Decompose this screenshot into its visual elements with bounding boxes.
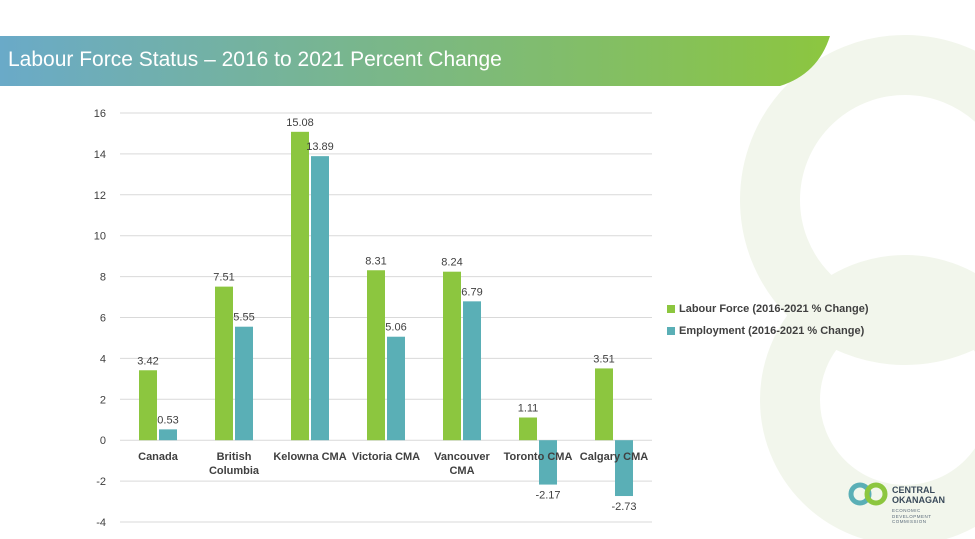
bar-labour-force	[139, 370, 157, 441]
data-label-employment: 5.06	[385, 322, 406, 334]
legend-label-employment: Employment (2016-2021 % Change)	[679, 325, 865, 337]
bar-employment	[463, 301, 481, 441]
bar-labour-force	[215, 286, 233, 441]
y-tick-label: 2	[100, 394, 106, 406]
y-tick-label: 6	[100, 313, 106, 325]
logo-line-2: OKANAGAN	[892, 495, 945, 505]
decor-ring-bottom	[760, 255, 975, 539]
legend-swatch-labour-force	[667, 305, 675, 313]
decor-ring-top	[740, 35, 975, 365]
bar-employment	[235, 326, 253, 441]
data-label-labour-force: 8.31	[365, 255, 386, 267]
y-tick-label: 10	[94, 231, 106, 243]
y-tick-label: 14	[94, 149, 106, 161]
data-label-employment: 5.55	[233, 312, 254, 324]
data-label-employment: 13.89	[306, 141, 334, 153]
logo-sub-2: DEVELOPMENT	[892, 513, 932, 519]
category-label: Kelowna CMA	[273, 451, 346, 463]
bar-labour-force	[291, 131, 309, 441]
data-label-employment: -2.17	[535, 490, 560, 502]
logo-line-1: CENTRAL	[892, 485, 935, 495]
data-label-employment: 0.53	[157, 414, 178, 426]
data-label-labour-force: 8.24	[441, 257, 462, 269]
category-label: Calgary CMA	[580, 451, 649, 463]
category-label: Victoria CMA	[352, 451, 420, 463]
category-label: British	[217, 451, 252, 463]
category-label: Canada	[138, 451, 179, 463]
bar-labour-force	[367, 270, 385, 441]
y-tick-label: 8	[100, 272, 106, 284]
logo-text: CENTRAL OKANAGAN	[892, 485, 945, 505]
bar-employment	[159, 429, 177, 441]
title-banner	[0, 36, 830, 86]
category-label: Toronto CMA	[504, 451, 573, 463]
logo-subtitle: ECONOMIC DEVELOPMENT COMMISSION	[892, 508, 932, 525]
data-label-employment: -2.73	[611, 501, 636, 513]
bar-employment	[387, 336, 405, 441]
bar-employment	[539, 440, 557, 485]
bar-labour-force	[595, 368, 613, 441]
category-label: CMA	[449, 465, 474, 477]
data-label-labour-force: 1.11	[518, 403, 539, 415]
y-tick-label: 4	[100, 353, 106, 365]
bar-labour-force	[443, 271, 461, 441]
y-tick-label: 16	[94, 108, 106, 120]
y-tick-label: 12	[94, 190, 106, 202]
data-label-labour-force: 3.42	[137, 355, 158, 367]
logo-ring-green-icon	[864, 482, 888, 506]
logo-mark	[848, 482, 888, 506]
bar-labour-force	[519, 417, 537, 441]
y-tick-label: -4	[96, 517, 106, 529]
category-label: Columbia	[209, 465, 260, 477]
logo-sub-1: ECONOMIC	[892, 508, 921, 513]
page-title: Labour Force Status – 2016 to 2021 Perce…	[8, 48, 502, 71]
logo-sub-3: COMMISSION	[892, 519, 927, 524]
data-label-labour-force: 7.51	[213, 272, 234, 284]
legend-item-labour-force: Labour Force (2016-2021 % Change)	[667, 298, 869, 320]
data-label-labour-force: 15.08	[286, 117, 314, 129]
legend-label-labour-force: Labour Force (2016-2021 % Change)	[679, 303, 869, 315]
chart-legend: Labour Force (2016-2021 % Change) Employ…	[667, 298, 869, 342]
y-tick-label: -2	[96, 476, 106, 488]
category-label: Vancouver	[434, 451, 490, 463]
legend-item-employment: Employment (2016-2021 % Change)	[667, 320, 869, 342]
legend-swatch-employment	[667, 327, 675, 335]
bar-employment	[615, 440, 633, 497]
data-label-labour-force: 3.51	[593, 353, 614, 365]
bar-employment	[311, 156, 329, 441]
data-label-employment: 6.79	[461, 286, 482, 298]
y-tick-label: 0	[100, 435, 106, 447]
